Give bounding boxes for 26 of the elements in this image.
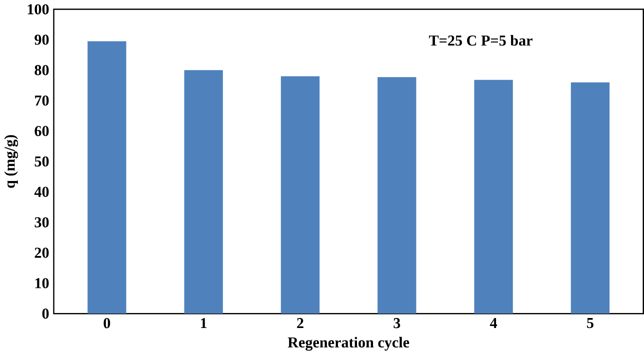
y-tick-label: 10 (35, 278, 49, 288)
y-axis-title: q (mg/g) (4, 135, 18, 188)
x-tick-label: 2 (297, 318, 304, 328)
y-tick-label: 0 (42, 308, 49, 319)
bar (378, 77, 416, 314)
y-tick-label: 50 (34, 156, 49, 167)
y-tick-label: 20 (34, 248, 49, 258)
x-tick-label: 5 (587, 318, 594, 328)
bar (280, 76, 320, 314)
y-tick-label: 80 (34, 65, 49, 76)
bar (184, 70, 223, 314)
y-tick-label: 90 (34, 34, 49, 45)
y-tick-label: 100 (28, 4, 49, 14)
x-tick-label: 0 (104, 318, 110, 328)
bar (474, 80, 513, 314)
y-tick-label: 60 (34, 126, 49, 136)
bar (88, 41, 126, 314)
bar (570, 82, 610, 314)
x-axis-title: Regeneration cycle (288, 336, 410, 351)
y-tick-label: 30 (34, 217, 49, 228)
y-tick-label: 70 (35, 96, 49, 106)
x-tick-label: 3 (394, 318, 400, 328)
y-tick-label: 40 (34, 186, 49, 198)
annotation: T=25 C P=5 bar (429, 35, 532, 46)
x-tick-label: 4 (490, 318, 498, 328)
x-tick-label: 1 (200, 318, 207, 328)
